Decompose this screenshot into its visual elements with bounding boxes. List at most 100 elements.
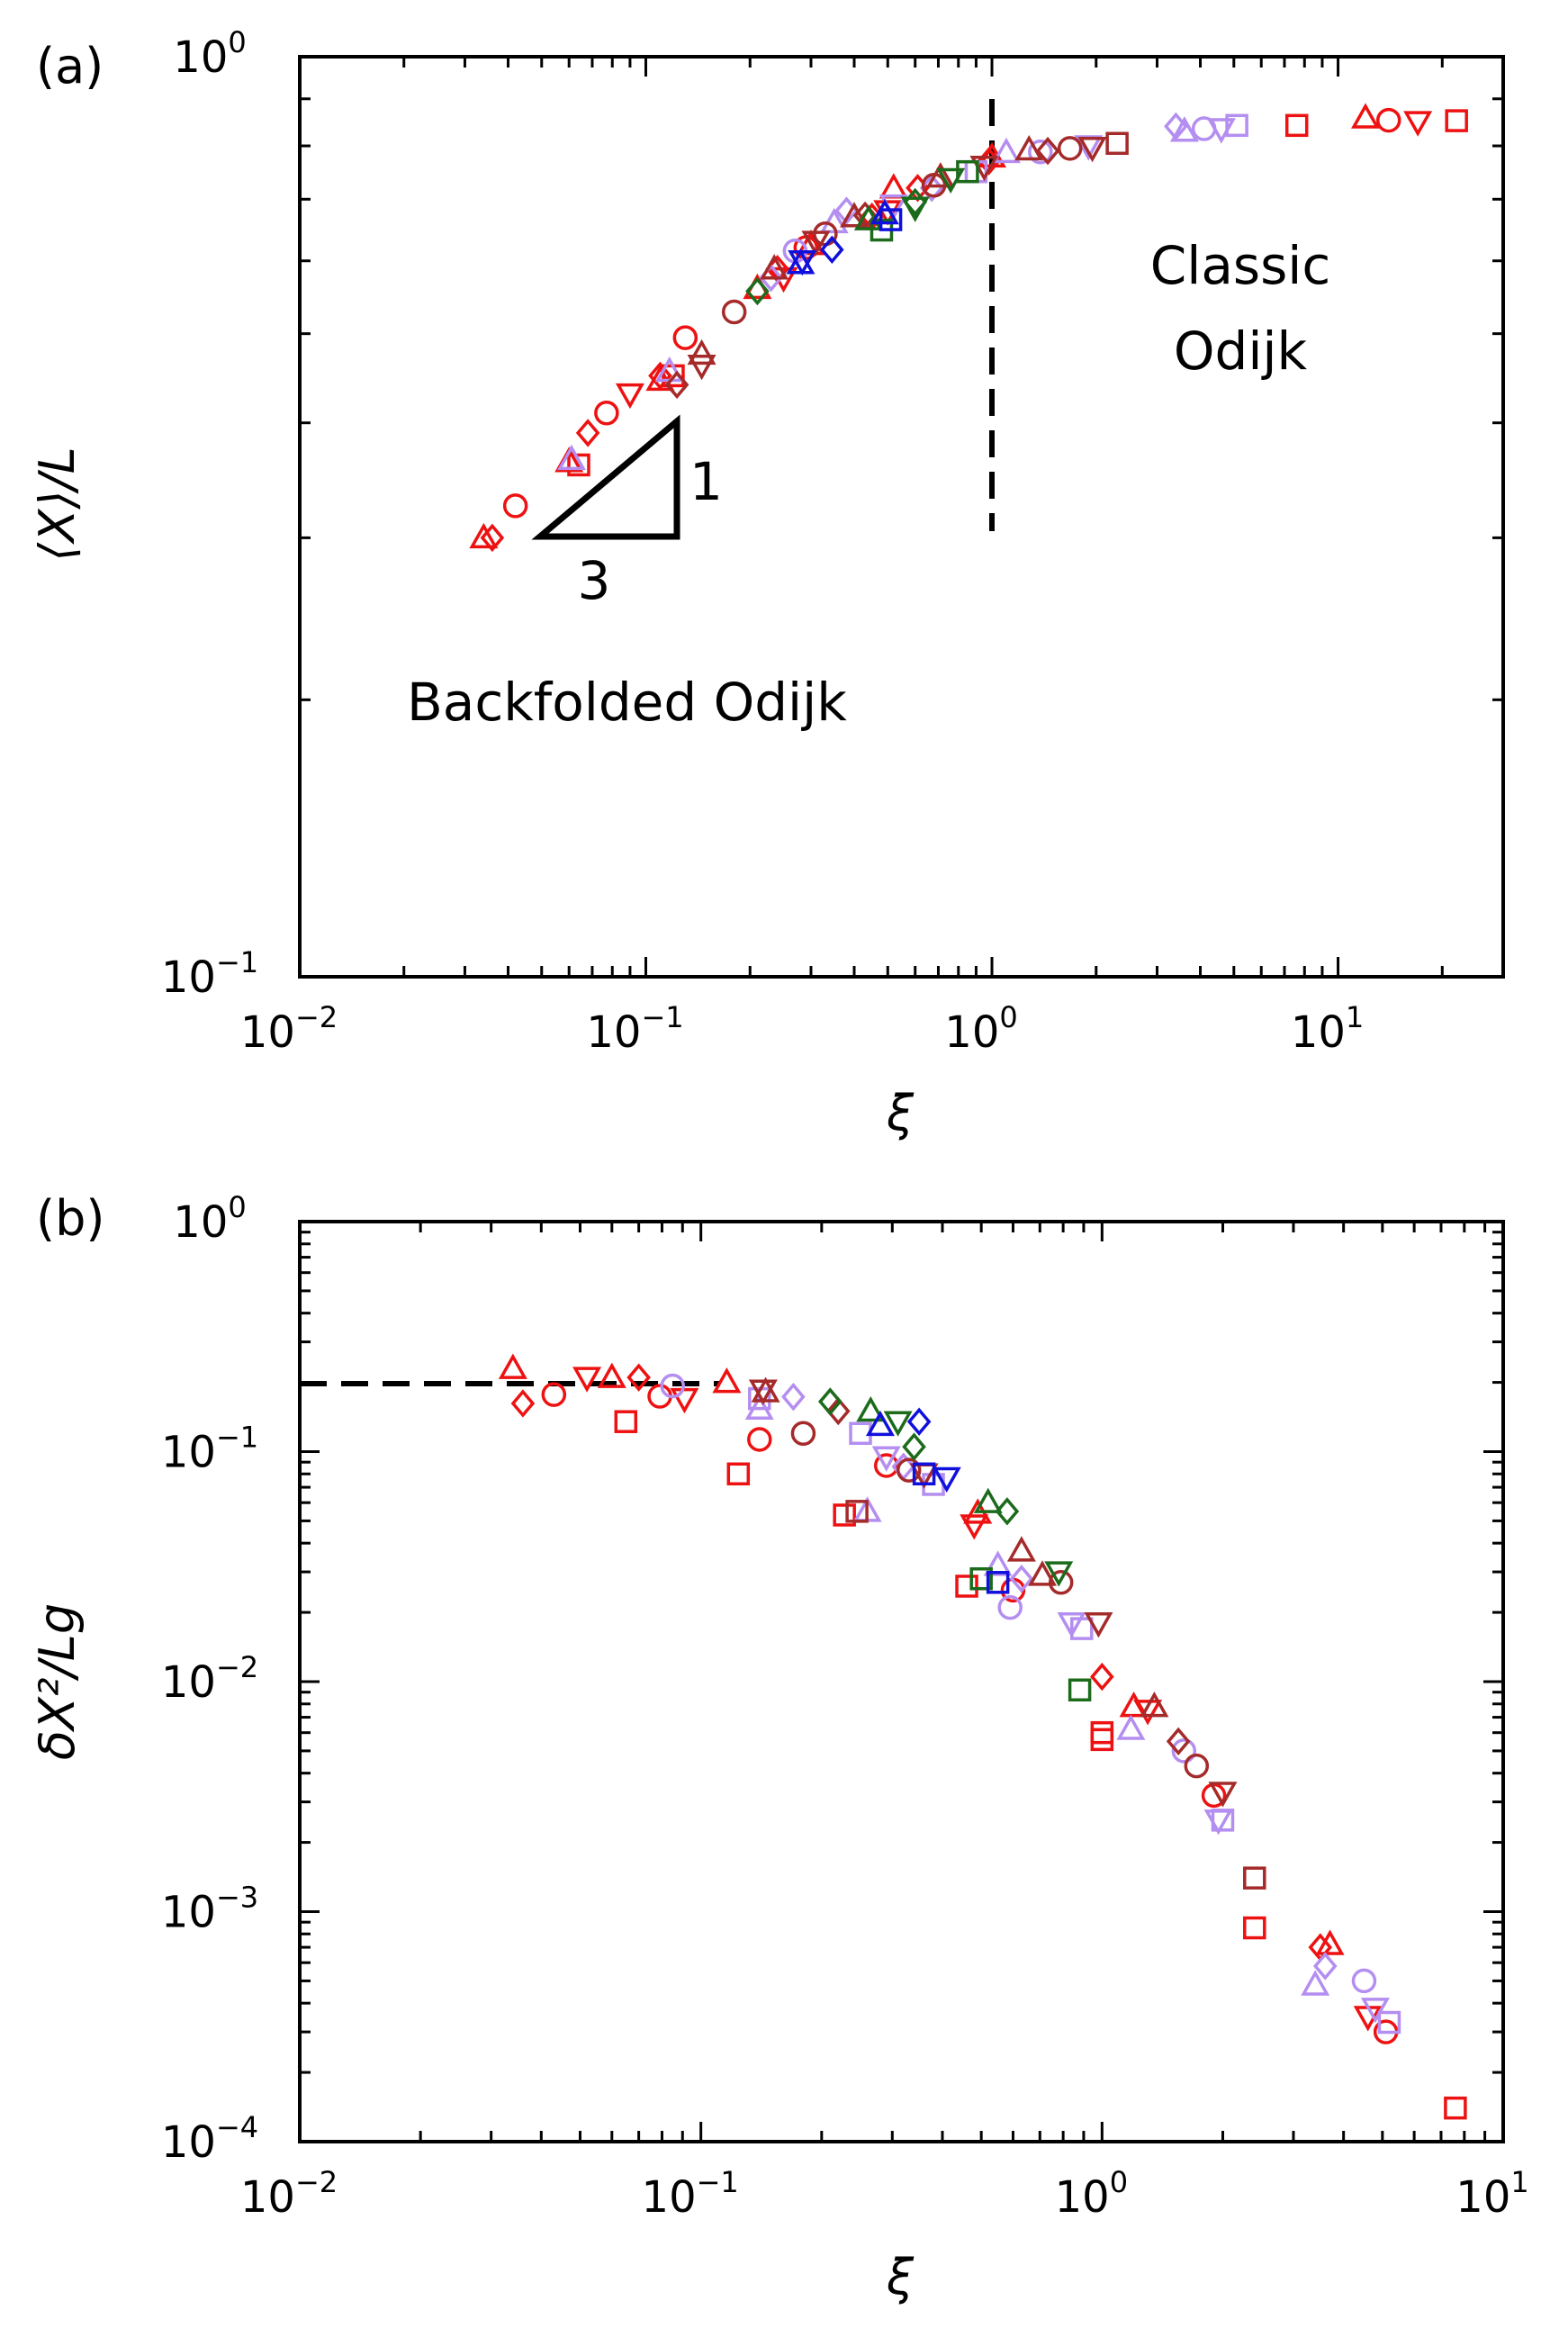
triangle-down-point bbox=[615, 383, 644, 410]
circle-point bbox=[1184, 1753, 1210, 1779]
square-point bbox=[726, 1462, 751, 1486]
triangle-up-point bbox=[991, 137, 1021, 164]
diamond-point bbox=[817, 1387, 843, 1416]
y-tick-label: 10−1 bbox=[161, 1421, 258, 1478]
triangle-down-point bbox=[788, 249, 817, 276]
diamond-point bbox=[1090, 1662, 1114, 1692]
panel-b-tick-labels: 10−2 10−1 100 101 10−4 10−3 10−2 10−1 100 bbox=[161, 1190, 1529, 2223]
circle-point bbox=[1057, 136, 1083, 161]
triangle-down-point bbox=[1403, 111, 1433, 137]
panel-b-data-points bbox=[498, 1353, 1467, 2120]
square-point bbox=[1068, 1678, 1092, 1702]
x-tick-label: 10−1 bbox=[642, 2165, 739, 2223]
y-tick-label: 10−2 bbox=[161, 1650, 258, 1708]
square-point bbox=[1243, 1916, 1266, 1940]
diamond-point bbox=[1009, 1565, 1034, 1593]
square-point bbox=[1090, 1720, 1114, 1745]
square-point bbox=[1225, 113, 1248, 138]
circle-point bbox=[672, 325, 698, 350]
diamond-point bbox=[781, 1382, 806, 1412]
triangle-up-point bbox=[856, 1395, 886, 1422]
square-point bbox=[614, 1410, 638, 1433]
triangle-down-point bbox=[572, 1367, 602, 1393]
panel-b-label: (b) bbox=[36, 1190, 104, 1247]
circle-point bbox=[997, 1594, 1023, 1620]
x-tick-label: 10−2 bbox=[240, 1000, 338, 1058]
x-tick-label: 10−1 bbox=[586, 1000, 683, 1058]
panel-a-data-points bbox=[469, 103, 1468, 553]
diamond-point bbox=[1164, 112, 1188, 141]
diamond-point bbox=[648, 361, 672, 391]
triangle-down-point bbox=[670, 1387, 699, 1414]
triangle-down-point bbox=[1203, 1809, 1233, 1836]
circle-point bbox=[1048, 1570, 1074, 1595]
square-point bbox=[567, 453, 590, 477]
triangle-down-point bbox=[1133, 1700, 1163, 1726]
diamond-point bbox=[1035, 136, 1060, 166]
triangle-up-point bbox=[973, 1487, 1003, 1513]
circle-point bbox=[873, 1453, 899, 1478]
triangle-up-point bbox=[1350, 103, 1380, 129]
x-tick-label: 101 bbox=[1291, 1000, 1364, 1058]
panel-a-frame bbox=[298, 55, 1505, 979]
x-tick-label: 10−2 bbox=[240, 2165, 338, 2223]
square-point bbox=[912, 1462, 936, 1486]
circle-point bbox=[660, 1373, 685, 1399]
x-tick-label: 100 bbox=[944, 1000, 1017, 1058]
y-tick-label: 10−1 bbox=[161, 945, 258, 1003]
y-tick-label: 100 bbox=[173, 1190, 246, 1248]
triangle-down-point bbox=[883, 1411, 913, 1437]
diamond-point bbox=[919, 174, 944, 203]
triangle-up-point bbox=[983, 1550, 1013, 1576]
triangle-down-point bbox=[1208, 1782, 1238, 1808]
triangle-up-point bbox=[1169, 116, 1199, 142]
panel-b-ticks bbox=[298, 1220, 1505, 2143]
triangle-down-point bbox=[871, 1446, 901, 1472]
diamond-point bbox=[664, 370, 689, 400]
circle-point bbox=[1028, 140, 1053, 165]
diamond-point bbox=[995, 1497, 1020, 1526]
diamond-point bbox=[820, 235, 844, 265]
circle-point bbox=[1375, 107, 1401, 133]
square-point bbox=[969, 1567, 993, 1591]
triangle-down-point bbox=[932, 1466, 961, 1493]
x-tick-label: 101 bbox=[1455, 2165, 1528, 2223]
backfolded-odijk-label: Backfolded Odijk bbox=[407, 672, 847, 733]
classic-label: Classic bbox=[1150, 235, 1331, 296]
circle-point bbox=[1351, 1968, 1377, 1994]
diamond-point bbox=[825, 1396, 851, 1426]
triangle-up-point bbox=[1301, 1970, 1330, 1996]
circle-point bbox=[921, 172, 947, 198]
diamond-point bbox=[1166, 1727, 1191, 1756]
diamond-point bbox=[480, 523, 505, 553]
panel-b-y-label: δX²/Lg bbox=[29, 1603, 86, 1760]
square-point bbox=[1090, 1728, 1114, 1752]
circle-point bbox=[721, 299, 747, 325]
diamond-point bbox=[626, 1363, 651, 1392]
triangle-up-point bbox=[760, 254, 789, 280]
triangle-up-point bbox=[1116, 1714, 1146, 1740]
diamond-point bbox=[510, 1389, 536, 1418]
triangle-up-point bbox=[1028, 1560, 1058, 1586]
triangle-up-point bbox=[870, 198, 899, 225]
square-point bbox=[1444, 2096, 1467, 2120]
square-point bbox=[1377, 2010, 1401, 2035]
y-tick-label: 10−3 bbox=[161, 1881, 258, 1938]
triangle-up-point bbox=[865, 1410, 895, 1437]
triangle-up-point bbox=[879, 173, 908, 199]
triangle-up-point bbox=[469, 522, 499, 549]
triangle-down-point bbox=[748, 1379, 778, 1405]
slope-triangle bbox=[531, 414, 680, 540]
triangle-down-point bbox=[687, 354, 716, 381]
odijk-label: Odijk bbox=[1174, 320, 1308, 382]
triangle-up-point bbox=[1014, 134, 1044, 161]
panel-b-x-label: ξ bbox=[886, 2249, 915, 2305]
triangle-down-point bbox=[1360, 1998, 1390, 2024]
square-point bbox=[833, 1503, 856, 1527]
triangle-up-point bbox=[498, 1353, 527, 1379]
triangle-up-point bbox=[744, 1394, 774, 1421]
square-point bbox=[955, 1575, 978, 1598]
